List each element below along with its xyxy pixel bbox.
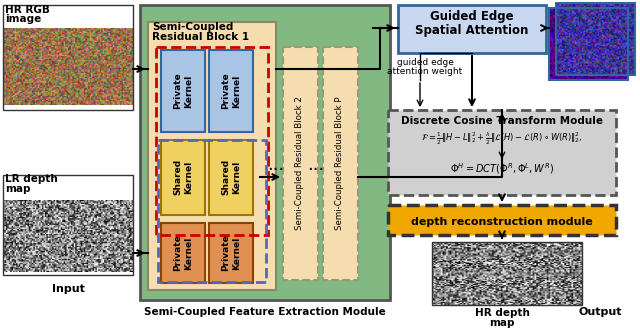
- Bar: [3, 175, 133, 275]
- Bar: [161, 140, 205, 215]
- Text: HR RGB: HR RGB: [5, 5, 50, 15]
- Bar: [556, 3, 635, 75]
- Text: map: map: [489, 318, 515, 328]
- Bar: [158, 140, 266, 282]
- Bar: [148, 22, 276, 290]
- Text: Private
Kernel: Private Kernel: [173, 235, 193, 271]
- Bar: [388, 110, 616, 195]
- Text: Semi-Coupled Residual Block P: Semi-Coupled Residual Block P: [335, 96, 344, 230]
- Text: guided edge: guided edge: [397, 58, 453, 67]
- Text: attention weight: attention weight: [387, 67, 463, 76]
- Text: Output: Output: [579, 307, 621, 317]
- Bar: [209, 140, 253, 215]
- Text: Guided Edge: Guided Edge: [430, 10, 514, 23]
- Bar: [209, 223, 253, 283]
- Bar: [323, 47, 358, 280]
- Text: Semi-Coupled Residual Block 2: Semi-Coupled Residual Block 2: [296, 96, 305, 230]
- Text: Semi-Coupled: Semi-Coupled: [152, 22, 234, 32]
- Bar: [549, 8, 628, 80]
- Bar: [388, 205, 616, 235]
- Bar: [161, 50, 205, 132]
- Text: map: map: [5, 184, 31, 194]
- Bar: [161, 223, 205, 283]
- Text: Spatial Attention: Spatial Attention: [415, 24, 529, 37]
- Bar: [209, 50, 253, 132]
- Text: ...: ...: [307, 156, 324, 174]
- Bar: [283, 47, 318, 280]
- Bar: [156, 47, 268, 235]
- Text: depth reconstruction module: depth reconstruction module: [411, 217, 593, 227]
- Text: $\mathcal{F}=\frac{1}{2}\|H-L\|_2^2+\frac{\lambda}{2}\|\mathcal{L}(H)-\mathcal{L: $\mathcal{F}=\frac{1}{2}\|H-L\|_2^2+\fra…: [421, 131, 583, 147]
- Text: image: image: [5, 14, 41, 24]
- Bar: [140, 5, 390, 300]
- Text: Semi-Coupled Feature Extraction Module: Semi-Coupled Feature Extraction Module: [144, 307, 386, 317]
- Text: Private
Kernel: Private Kernel: [221, 235, 241, 271]
- Text: $\Phi^H=DCT(\Phi^R,\Phi^L,W^R)$: $\Phi^H=DCT(\Phi^R,\Phi^L,W^R)$: [450, 161, 554, 175]
- Bar: [3, 5, 133, 110]
- Text: Residual Block 1: Residual Block 1: [152, 32, 249, 42]
- Text: Discrete Cosine Transform Module: Discrete Cosine Transform Module: [401, 116, 603, 126]
- Text: Private
Kernel: Private Kernel: [173, 73, 193, 110]
- Text: HR depth: HR depth: [475, 308, 529, 318]
- Text: LR depth: LR depth: [5, 174, 58, 184]
- Text: Private
Kernel: Private Kernel: [221, 73, 241, 110]
- Text: Shared
Kernel: Shared Kernel: [221, 159, 241, 195]
- Bar: [398, 5, 546, 53]
- Bar: [432, 242, 582, 305]
- Text: Input: Input: [52, 284, 84, 294]
- Text: Shared
Kernel: Shared Kernel: [173, 159, 193, 195]
- Text: ...: ...: [268, 156, 285, 174]
